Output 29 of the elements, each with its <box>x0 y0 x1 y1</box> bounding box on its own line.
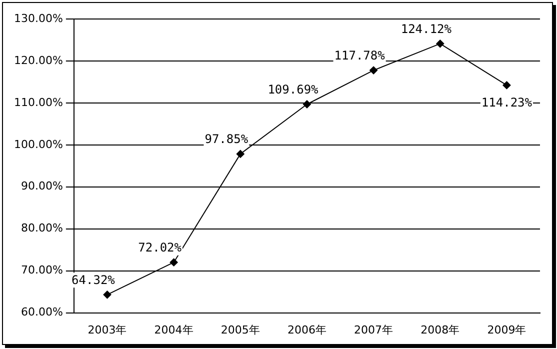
y-tick-label: 110.00% <box>14 96 63 109</box>
x-tick-label: 2009年 <box>487 323 526 336</box>
y-tick-label: 90.00% <box>20 180 63 193</box>
y-tick-label: 130.00% <box>14 12 63 25</box>
x-tick-label: 2007年 <box>354 323 394 336</box>
point <box>436 40 444 48</box>
point <box>302 100 311 108</box>
data-label: 124.12% <box>400 22 452 36</box>
y-tick-label: 100.00% <box>14 138 63 151</box>
x-tick-label: 2003年 <box>88 323 127 336</box>
point <box>236 150 244 158</box>
point <box>103 290 112 299</box>
point <box>502 81 511 90</box>
x-tick-label: 2004年 <box>154 323 194 336</box>
x-tick-label: 2005年 <box>220 323 260 336</box>
point <box>170 258 178 266</box>
x-tick-label: 2008年 <box>420 323 460 336</box>
data-label: 64.32% <box>72 272 116 287</box>
data-label: 109.69% <box>268 82 320 96</box>
x-tick-label: 2006年 <box>287 323 326 336</box>
y-tick-label: 70.00% <box>20 264 63 277</box>
data-label: 97.85% <box>204 132 249 146</box>
y-tick-label: 80.00% <box>20 222 63 235</box>
point <box>370 66 378 74</box>
y-tick-label: 60.00% <box>20 306 63 319</box>
data-label: 117.78% <box>334 48 386 62</box>
data-label: 114.23% <box>481 95 533 110</box>
data-label: 72.02% <box>138 240 182 254</box>
y-tick-label: 120.00% <box>14 54 63 67</box>
